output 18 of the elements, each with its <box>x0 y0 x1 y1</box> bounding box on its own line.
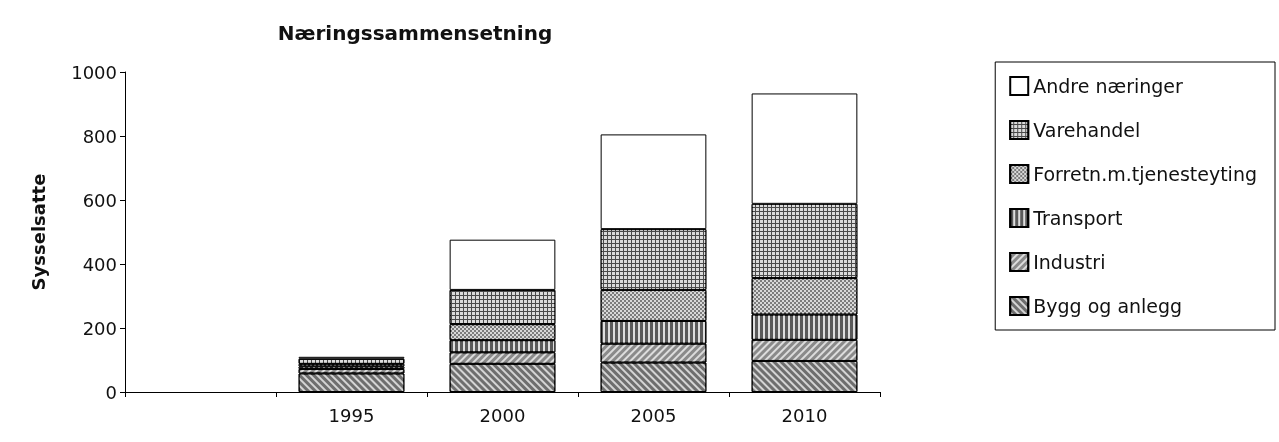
legend-label: Varehandel <box>1033 119 1141 141</box>
y-axis-title: Sysselsatte <box>27 173 49 291</box>
x-tick-label: 2010 <box>781 404 828 426</box>
legend-label: Bygg og anlegg <box>1033 295 1183 317</box>
legend-label: Industri <box>1033 251 1106 273</box>
x-tick-label: 2005 <box>630 404 677 426</box>
y-tick-label: 200 <box>82 317 117 339</box>
y-tick-label: 400 <box>82 253 117 275</box>
legend-label: Transport <box>1032 207 1123 229</box>
y-tick-label: 800 <box>82 125 117 147</box>
chart-title: Næringssammensetning <box>277 21 553 45</box>
y-tick-label: 600 <box>82 189 117 211</box>
x-tick-label: 1995 <box>328 404 375 426</box>
legend-label: Andre næringer <box>1033 75 1184 97</box>
y-tick-label: 0 <box>105 381 117 403</box>
x-tick-label: 2000 <box>479 404 526 426</box>
legend-label: Forretn.m.tjenesteyting <box>1033 163 1257 185</box>
y-tick-label: 1000 <box>71 61 117 83</box>
